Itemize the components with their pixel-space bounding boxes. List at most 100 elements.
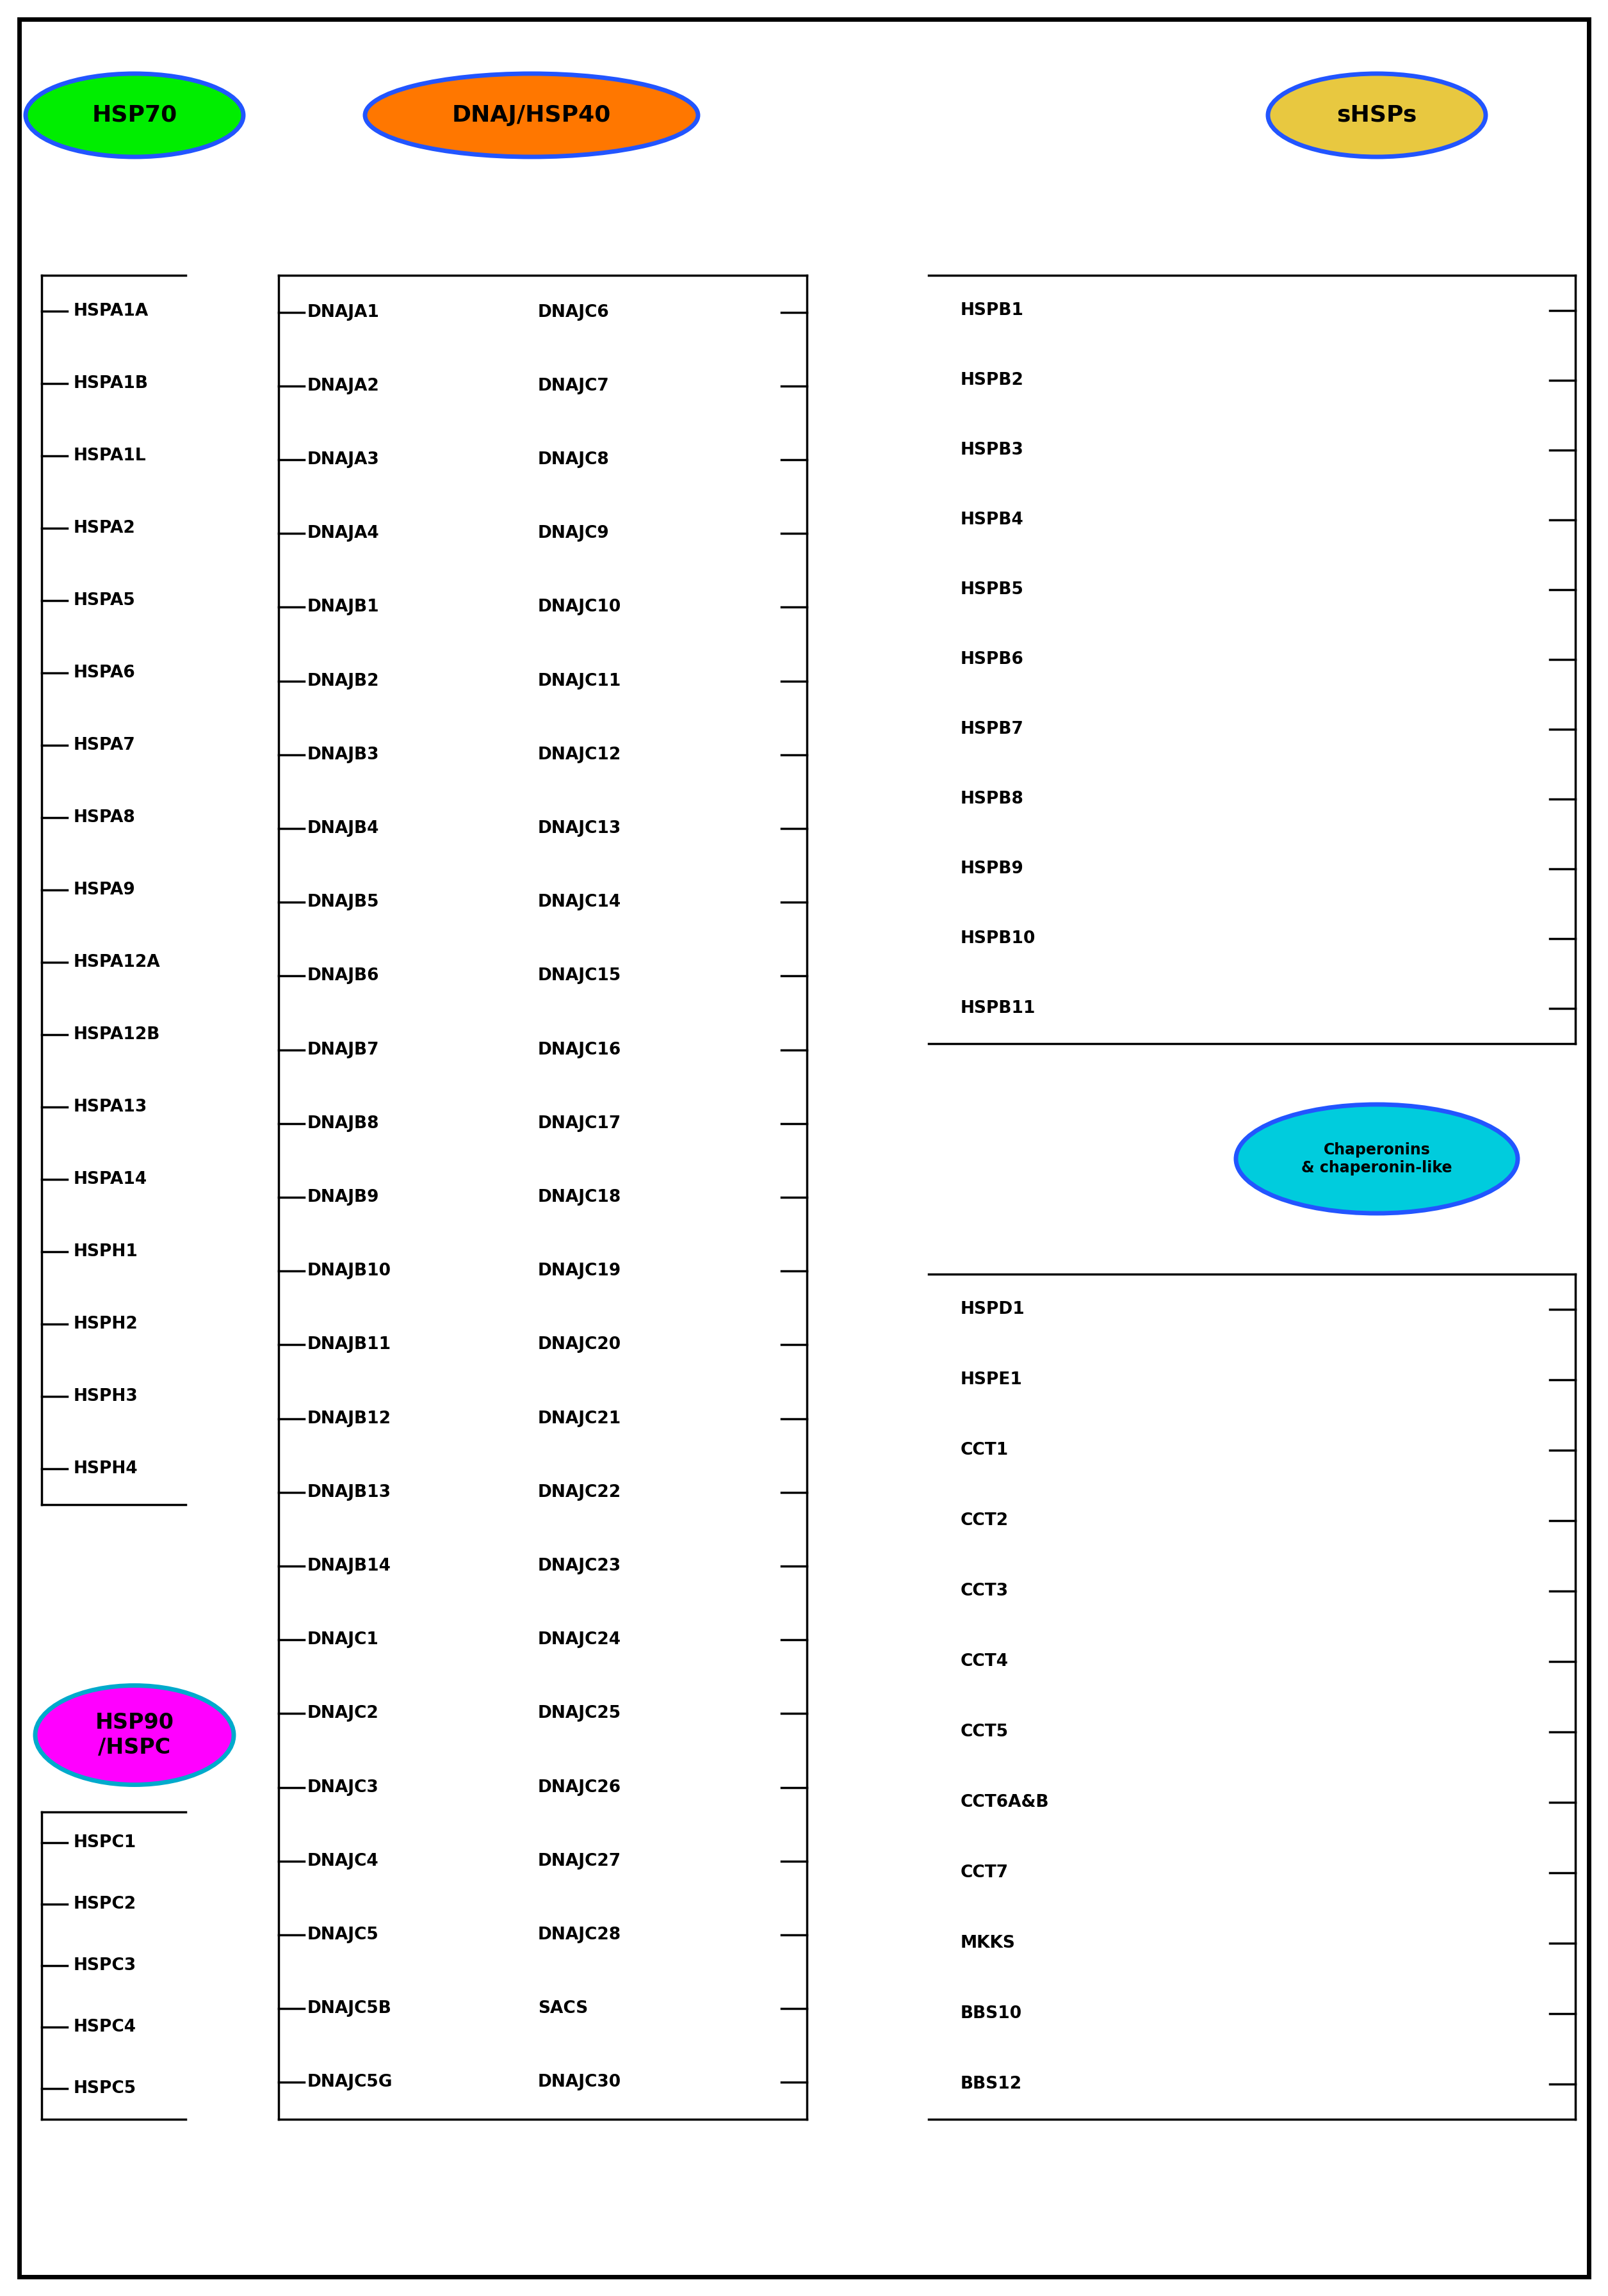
Ellipse shape bbox=[26, 73, 243, 156]
Text: DNAJB1: DNAJB1 bbox=[307, 599, 379, 615]
Text: HSPH3: HSPH3 bbox=[74, 1387, 138, 1405]
Text: DNAJC25: DNAJC25 bbox=[539, 1706, 621, 1722]
Text: HSPC3: HSPC3 bbox=[74, 1956, 137, 1975]
Text: HSPA6: HSPA6 bbox=[74, 666, 135, 682]
Text: DNAJB13: DNAJB13 bbox=[307, 1483, 391, 1502]
Text: HSPA1B: HSPA1B bbox=[74, 377, 148, 393]
Text: DNAJC10: DNAJC10 bbox=[539, 599, 621, 615]
Text: DNAJC30: DNAJC30 bbox=[539, 2073, 621, 2092]
Text: HSPB6: HSPB6 bbox=[960, 652, 1024, 668]
Text: SACS: SACS bbox=[539, 2000, 589, 2016]
Text: DNAJC17: DNAJC17 bbox=[539, 1116, 621, 1132]
Text: DNAJC19: DNAJC19 bbox=[539, 1263, 621, 1279]
Text: HSPH2: HSPH2 bbox=[74, 1316, 138, 1332]
Text: DNAJA2: DNAJA2 bbox=[307, 377, 379, 395]
Text: DNAJC3: DNAJC3 bbox=[307, 1779, 379, 1795]
Text: CCT1: CCT1 bbox=[960, 1442, 1008, 1458]
Text: HSPB10: HSPB10 bbox=[960, 930, 1036, 948]
Text: DNAJC20: DNAJC20 bbox=[539, 1336, 621, 1352]
Ellipse shape bbox=[1237, 1104, 1518, 1212]
Ellipse shape bbox=[35, 1685, 233, 1784]
Text: DNAJC22: DNAJC22 bbox=[539, 1483, 621, 1502]
Text: DNAJB14: DNAJB14 bbox=[307, 1557, 391, 1575]
Text: HSPA13: HSPA13 bbox=[74, 1097, 148, 1116]
Text: HSPA12A: HSPA12A bbox=[74, 953, 161, 971]
Text: HSPC2: HSPC2 bbox=[74, 1896, 137, 1913]
Text: HSPB9: HSPB9 bbox=[960, 861, 1024, 877]
Text: DNAJC15: DNAJC15 bbox=[539, 967, 621, 985]
Text: HSPA5: HSPA5 bbox=[74, 592, 135, 608]
Ellipse shape bbox=[365, 73, 698, 156]
Text: HSPA2: HSPA2 bbox=[74, 521, 135, 537]
Text: DNAJC8: DNAJC8 bbox=[539, 452, 609, 468]
Text: DNAJC5: DNAJC5 bbox=[307, 1926, 379, 1942]
Text: HSPA9: HSPA9 bbox=[74, 882, 135, 898]
Text: HSPA1L: HSPA1L bbox=[74, 448, 146, 464]
Text: HSPB5: HSPB5 bbox=[960, 581, 1024, 597]
Text: DNAJC16: DNAJC16 bbox=[539, 1042, 621, 1058]
Text: DNAJC11: DNAJC11 bbox=[539, 673, 621, 689]
Text: HSPC4: HSPC4 bbox=[74, 2018, 137, 2037]
Text: BBS12: BBS12 bbox=[960, 2076, 1023, 2092]
Text: DNAJB10: DNAJB10 bbox=[307, 1263, 391, 1279]
Text: DNAJB4: DNAJB4 bbox=[307, 820, 379, 836]
FancyBboxPatch shape bbox=[19, 18, 1589, 2278]
Text: CCT2: CCT2 bbox=[960, 1513, 1008, 1529]
Text: DNAJC14: DNAJC14 bbox=[539, 893, 621, 912]
Text: DNAJB7: DNAJB7 bbox=[307, 1042, 379, 1058]
Text: DNAJC1: DNAJC1 bbox=[307, 1632, 379, 1649]
Text: DNAJC5G: DNAJC5G bbox=[307, 2073, 392, 2092]
Text: DNAJC18: DNAJC18 bbox=[539, 1189, 621, 1205]
Text: DNAJB11: DNAJB11 bbox=[307, 1336, 391, 1352]
Text: Chaperonins
& chaperonin-like: Chaperonins & chaperonin-like bbox=[1301, 1143, 1452, 1176]
Text: HSPA1A: HSPA1A bbox=[74, 303, 148, 319]
Text: HSPA14: HSPA14 bbox=[74, 1171, 148, 1187]
Text: DNAJC23: DNAJC23 bbox=[539, 1557, 621, 1575]
Text: sHSPs: sHSPs bbox=[1336, 103, 1417, 126]
Text: CCT3: CCT3 bbox=[960, 1582, 1008, 1600]
Text: CCT6A&B: CCT6A&B bbox=[960, 1793, 1050, 1812]
Text: HSPA8: HSPA8 bbox=[74, 808, 135, 827]
Text: HSPB3: HSPB3 bbox=[960, 441, 1024, 459]
Text: DNAJA1: DNAJA1 bbox=[307, 303, 379, 321]
Ellipse shape bbox=[1269, 73, 1486, 156]
Text: MKKS: MKKS bbox=[960, 1936, 1016, 1952]
Text: DNAJC12: DNAJC12 bbox=[539, 746, 621, 762]
Text: BBS10: BBS10 bbox=[960, 2004, 1023, 2023]
Text: HSPD1: HSPD1 bbox=[960, 1302, 1024, 1318]
Text: HSPB8: HSPB8 bbox=[960, 790, 1024, 808]
Text: DNAJA3: DNAJA3 bbox=[307, 452, 379, 468]
Text: DNAJC7: DNAJC7 bbox=[539, 377, 609, 395]
Text: DNAJC26: DNAJC26 bbox=[539, 1779, 621, 1795]
Text: DNAJC2: DNAJC2 bbox=[307, 1706, 379, 1722]
Text: DNAJB5: DNAJB5 bbox=[307, 893, 379, 912]
Text: DNAJC27: DNAJC27 bbox=[539, 1853, 621, 1869]
Text: HSPA7: HSPA7 bbox=[74, 737, 135, 753]
Text: HSPB2: HSPB2 bbox=[960, 372, 1024, 388]
Text: DNAJC6: DNAJC6 bbox=[539, 303, 609, 321]
Text: DNAJC13: DNAJC13 bbox=[539, 820, 621, 836]
Text: HSPB11: HSPB11 bbox=[960, 1001, 1036, 1017]
Text: DNAJB6: DNAJB6 bbox=[307, 967, 379, 985]
Text: HSP70: HSP70 bbox=[92, 103, 177, 126]
Text: HSPH1: HSPH1 bbox=[74, 1242, 138, 1261]
Text: CCT5: CCT5 bbox=[960, 1724, 1008, 1740]
Text: HSPH4: HSPH4 bbox=[74, 1460, 138, 1476]
Text: HSP90
/HSPC: HSP90 /HSPC bbox=[95, 1713, 174, 1759]
Text: HSPC1: HSPC1 bbox=[74, 1835, 137, 1851]
Text: HSPB1: HSPB1 bbox=[960, 301, 1024, 319]
Text: HSPC5: HSPC5 bbox=[74, 2080, 137, 2096]
Text: DNAJC21: DNAJC21 bbox=[539, 1410, 621, 1426]
Text: DNAJC24: DNAJC24 bbox=[539, 1632, 621, 1649]
Text: DNAJB8: DNAJB8 bbox=[307, 1116, 379, 1132]
Text: HSPE1: HSPE1 bbox=[960, 1371, 1023, 1389]
Text: DNAJC5B: DNAJC5B bbox=[307, 2000, 392, 2016]
Text: DNAJC4: DNAJC4 bbox=[307, 1853, 379, 1869]
Text: DNAJB2: DNAJB2 bbox=[307, 673, 379, 689]
Text: CCT4: CCT4 bbox=[960, 1653, 1008, 1669]
Text: HSPB4: HSPB4 bbox=[960, 512, 1024, 528]
Text: DNAJB9: DNAJB9 bbox=[307, 1189, 379, 1205]
Text: HSPA12B: HSPA12B bbox=[74, 1026, 161, 1042]
Text: DNAJB3: DNAJB3 bbox=[307, 746, 379, 762]
Text: DNAJC9: DNAJC9 bbox=[539, 526, 609, 542]
